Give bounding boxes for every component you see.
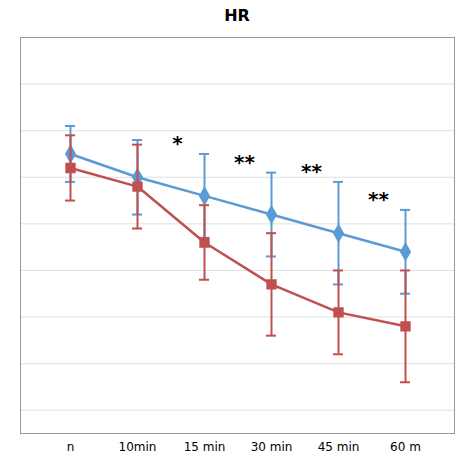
svg-text:15 min: 15 min: [184, 440, 226, 454]
svg-text:60 m: 60 m: [390, 440, 421, 454]
svg-text:**: **: [368, 187, 389, 211]
html-text:HR: HR: [224, 6, 250, 25]
svg-text:45 min: 45 min: [318, 440, 360, 454]
svg-text:**: **: [234, 150, 255, 174]
svg-text:n: n: [67, 440, 75, 454]
svg-text:30 min: 30 min: [251, 440, 293, 454]
svg-text:**: **: [301, 159, 322, 183]
svg-text:10min: 10min: [119, 440, 157, 454]
svg-text:*: *: [172, 131, 183, 155]
